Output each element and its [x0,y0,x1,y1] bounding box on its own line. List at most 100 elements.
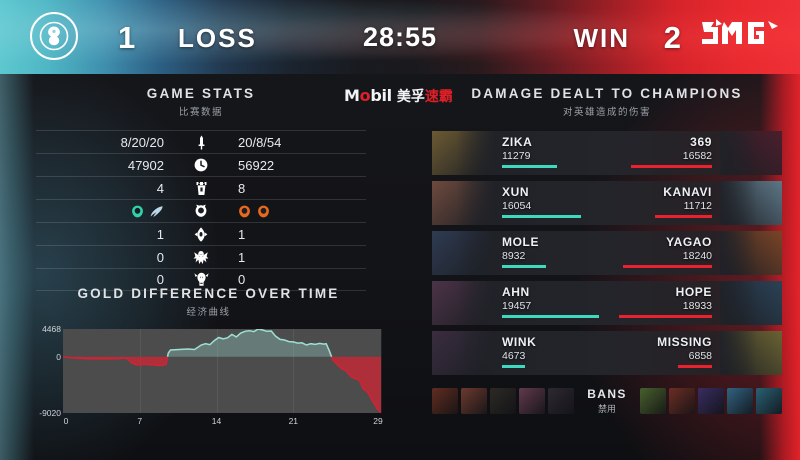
damage-bar-track-left [502,264,599,268]
player-damage-right: 6858 [688,350,712,362]
chart-x-tick: 7 [137,416,143,426]
stat-right-barons: 1 [238,249,246,265]
chart-y-tick: 4468 [42,324,61,334]
ban-champion-thumb-left [490,388,516,414]
sponsor-logo-mobil: Mobil 美孚速霸 [344,86,453,106]
sponsor-brand-cn-1: 美孚 [396,89,425,105]
chart-x-tick: 21 [288,416,299,426]
chart-plot [63,329,382,413]
champion-portrait-right [720,281,782,325]
scoreboard-header: 1 LOSS 28:55 WIN 2 [0,0,800,74]
champion-portrait-right [720,181,782,225]
ban-champion-thumb-left [519,388,545,414]
sponsor-brand: Mobil [344,86,392,105]
ban-champion-thumb-right [697,388,724,414]
damage-bar-fill-left [502,264,546,268]
damage-bars: WINK 4673 MISSING 6858 [494,331,720,375]
gold-chart-subtitle: 经济曲线 [186,307,231,318]
damage-left: WINK 4673 [494,331,607,375]
sponsor-brand-cn: 美孚速霸 [397,86,453,106]
player-damage-right: 18240 [682,250,712,262]
match-timer: 28:55 [362,22,438,52]
damage-rows-list: ZIKA 11279 369 16582 XUN 16054 KANAVI 11712 MOLE… [432,131,782,375]
damage-right: HOPE 18933 [607,281,720,325]
damage-row: XUN 16054 KANAVI 11712 [432,181,782,225]
damage-right: 369 16582 [607,131,720,175]
damage-row: ZIKA 11279 369 16582 [432,131,782,175]
ban-champion-thumb-right [726,388,753,414]
sponsor-brand-m: M [344,86,360,105]
stat-left-barons: 0 [156,249,164,265]
herald-icon [186,226,216,242]
damage-dealt-panel: DAMAGE DEALT TO CHAMPIONS 对英雄造成的伤害 ZIKA 1… [432,86,782,421]
damage-bar-track-right [615,264,712,268]
stat-right-heralds: 1 [238,226,246,242]
baron-icon [186,250,216,265]
stat-row-dragons [36,199,366,222]
damage-right: MISSING 6858 [607,331,720,375]
champion-portrait-right [720,131,782,175]
player-damage-left: 19457 [502,300,532,312]
champion-portrait-left [432,281,494,325]
jdg-logo-icon [698,18,782,60]
chart-gridline [293,329,295,413]
chart-gridline [381,329,382,413]
bans-sublabel-text: 禁用 [597,405,616,415]
player-damage-right: 11712 [683,200,712,212]
right-team-score: 2 [663,20,682,55]
champion-portrait-left [432,131,494,175]
damage-bars: ZIKA 11279 369 16582 [494,131,720,175]
player-name-left: MOLE [502,235,540,249]
gold-difference-chart-panel: GOLD DIFFERENCE OVER TIME 经济曲线 4468 0 -902… [36,286,382,426]
damage-bar-track-left [502,214,599,218]
damage-row: WINK 4673 MISSING 6858 [432,331,782,375]
sponsor-brand-o: o [359,86,371,105]
bans-row: BANS 禁用 [432,381,782,421]
chart-x-axis: 0 7 14 21 29 [63,413,383,429]
damage-left: XUN 16054 [494,181,607,225]
game-stats-subtitle: 比赛数据 [178,107,223,118]
stat-left-elders: 0 [156,272,164,287]
damage-bar-fill-right [618,314,712,318]
stat-left-towers: 4 [156,180,164,196]
champion-portrait-left [432,331,494,375]
stat-row-kda: 8/20/20 20/8/54 [36,130,366,153]
player-name-right: MISSING [657,335,712,349]
right-team-result: WIN [573,23,630,53]
stat-right-kda: 20/8/54 [238,134,282,150]
chart-y-tick: 0 [56,351,61,362]
player-name-left: WINK [502,335,537,349]
bans-left-group [432,388,574,414]
stat-left-dragons [36,205,186,218]
gold-chart-title: GOLD DIFFERENCE OVER TIME [77,286,340,301]
player-damage-left: 4673 [502,350,526,362]
damage-bars: AHN 19457 HOPE 18933 [494,281,720,325]
damage-panel-subtitle: 对英雄造成的伤害 [562,107,651,118]
ban-champion-thumb-right [639,388,666,414]
stat-right-elders: 0 [238,272,246,287]
dragon-soul-icon [132,205,143,217]
player-name-right: YAGAO [666,235,712,249]
sponsor-brand-bil: bil [370,86,392,105]
dragon-soul-icon [239,205,250,217]
stat-left-heralds: 1 [156,226,164,242]
ig-logo-icon [30,12,78,60]
left-team-score: 1 [118,20,137,55]
damage-left: AHN 19457 [494,281,607,325]
damage-bar-fill-left [502,214,581,218]
player-name-left: ZIKA [502,135,533,149]
player-name-right: KANAVI [663,185,712,199]
player-name-right: 369 [690,135,712,149]
damage-bar-track-right [615,364,712,368]
champion-portrait-left [432,231,494,275]
elder-icon [186,272,216,287]
game-stats-panel: GAME STATS 比赛数据 8/20/20 20/8/54 47902 56922… [36,86,366,291]
damage-bar-track-right [615,214,712,218]
gold-icon [186,158,216,172]
stat-right-gold: 56922 [238,157,275,173]
damage-panel-title: DAMAGE DEALT TO CHAMPIONS [471,86,743,101]
ban-champion-thumb-left [432,388,458,414]
damage-left: MOLE 8932 [494,231,607,275]
